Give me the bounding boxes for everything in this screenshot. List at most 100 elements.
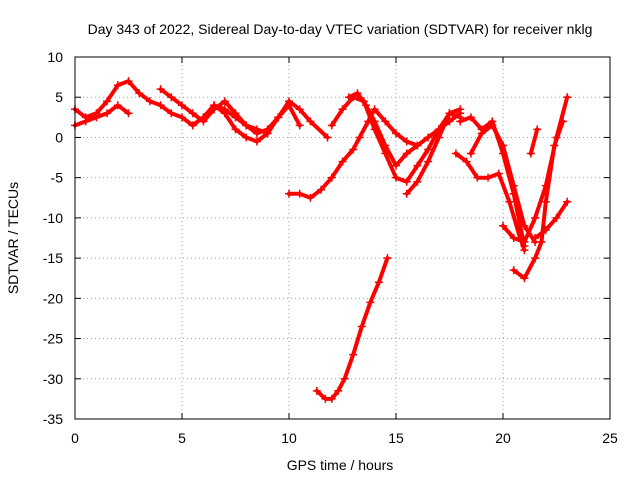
data-point-marker xyxy=(242,133,251,142)
data-point-marker xyxy=(424,133,433,142)
data-point-marker xyxy=(124,109,133,118)
data-point-marker xyxy=(541,225,550,234)
x-tick-label: 20 xyxy=(495,430,511,446)
data-point-marker xyxy=(424,145,433,154)
data-point-marker xyxy=(135,89,144,98)
data-point-marker xyxy=(531,213,540,222)
chart-title: Day 343 of 2022, Sidereal Day-to-day VTE… xyxy=(88,21,593,37)
data-point-marker xyxy=(353,89,362,98)
data-point-marker xyxy=(383,254,392,263)
data-point-marker xyxy=(402,189,411,198)
data-point-marker xyxy=(156,101,165,110)
data-point-marker xyxy=(494,169,503,178)
data-point-marker xyxy=(81,117,90,126)
data-point-marker xyxy=(484,173,493,182)
data-point-marker xyxy=(537,238,546,247)
data-point-marker xyxy=(306,117,315,126)
y-tick-label: 10 xyxy=(47,49,63,65)
plot-frame xyxy=(74,56,611,420)
y-tick-label: -25 xyxy=(43,331,63,347)
data-point-marker xyxy=(327,173,336,182)
data-point-marker xyxy=(178,113,186,122)
data-point-marker xyxy=(295,189,304,198)
data-point-marker xyxy=(263,129,272,138)
data-point-marker xyxy=(381,117,390,126)
x-tick-label: 15 xyxy=(388,430,404,446)
data-point-marker xyxy=(252,129,261,138)
data-point-marker xyxy=(355,133,364,142)
data-point-marker xyxy=(505,197,514,206)
data-point-marker xyxy=(558,117,567,126)
data-point-marker xyxy=(312,386,321,395)
series-arc-5 xyxy=(287,107,420,200)
data-point-marker xyxy=(349,350,358,359)
data-point-marker xyxy=(113,81,122,90)
data-point-marker xyxy=(285,189,293,198)
data-point-marker xyxy=(210,101,219,110)
data-point-marker xyxy=(381,141,390,150)
data-point-marker xyxy=(374,278,383,287)
data-point-marker xyxy=(445,109,454,118)
series-arc-16 xyxy=(528,127,540,156)
data-point-marker xyxy=(499,221,507,230)
data-point-marker xyxy=(306,193,315,202)
x-tick-label: 10 xyxy=(281,430,297,446)
data-point-marker xyxy=(462,157,471,166)
data-point-marker xyxy=(366,298,375,307)
y-tick-label: -30 xyxy=(43,371,63,387)
series-arc-1 xyxy=(73,79,270,136)
tick-layer: 0 5 10 15 20 25 10 5 0 -5 -10 -15 -20 -25 -30 -35 xyxy=(43,49,618,446)
series-arc-3 xyxy=(158,87,330,140)
data-point-marker xyxy=(499,149,507,158)
data-point-marker xyxy=(178,101,186,110)
data-point-marker xyxy=(220,109,229,118)
data-point-marker xyxy=(317,185,326,194)
data-point-marker xyxy=(533,125,542,134)
data-point-marker xyxy=(362,101,371,110)
data-point-marker xyxy=(274,113,283,122)
y-tick-label: -15 xyxy=(43,250,63,266)
data-point-marker xyxy=(103,97,112,106)
data-point-marker xyxy=(113,101,122,110)
data-point-marker xyxy=(220,97,229,106)
data-point-marker xyxy=(357,322,366,331)
y-axis-label: SDTVAR / TECUs xyxy=(5,182,21,294)
series-layer xyxy=(71,77,572,403)
data-point-marker xyxy=(550,141,559,150)
data-point-marker xyxy=(531,234,540,242)
y-tick-label: -10 xyxy=(43,210,63,226)
data-point-marker xyxy=(509,266,518,275)
data-point-marker xyxy=(451,149,460,158)
data-point-marker xyxy=(188,109,197,118)
data-point-marker xyxy=(563,93,572,102)
data-point-marker xyxy=(156,85,165,94)
data-point-marker xyxy=(477,125,486,134)
data-point-marker xyxy=(413,141,422,150)
data-point-marker xyxy=(323,133,332,142)
data-point-marker xyxy=(434,133,443,142)
series-arc-7 xyxy=(346,91,463,168)
data-point-marker xyxy=(92,113,101,122)
data-point-marker xyxy=(456,117,465,126)
x-tick-label: 5 xyxy=(178,430,186,446)
data-point-marker xyxy=(473,173,482,182)
series-arc-10 xyxy=(453,151,527,253)
y-tick-label: -35 xyxy=(43,411,63,427)
data-point-marker xyxy=(295,105,304,114)
data-point-marker xyxy=(188,121,197,130)
data-point-marker xyxy=(413,161,422,170)
data-point-marker xyxy=(531,254,540,263)
x-axis-label: GPS time / hours xyxy=(287,457,394,473)
data-point-marker xyxy=(424,157,433,166)
x-tick-label: 25 xyxy=(602,430,618,446)
data-point-marker xyxy=(541,197,550,206)
data-point-marker xyxy=(124,77,133,86)
data-point-marker xyxy=(103,109,112,118)
data-point-marker xyxy=(167,109,176,118)
data-point-marker xyxy=(456,105,465,114)
data-point-marker xyxy=(231,125,240,134)
data-point-marker xyxy=(145,97,154,106)
data-point-marker xyxy=(509,234,518,242)
data-point-marker xyxy=(199,113,208,122)
